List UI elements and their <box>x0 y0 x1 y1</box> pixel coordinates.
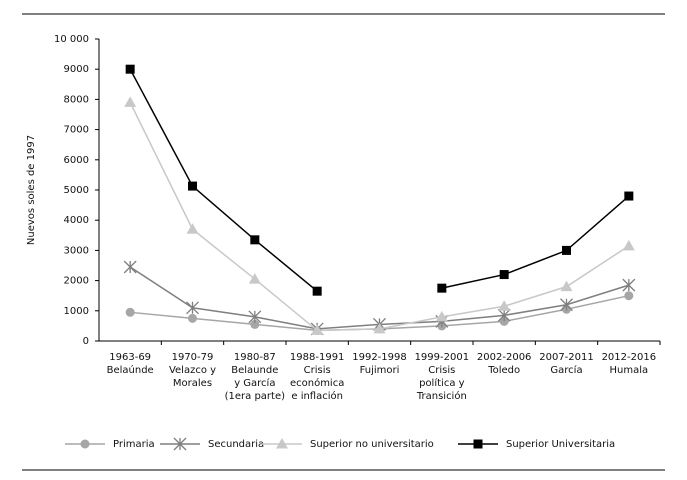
series-line <box>129 68 630 292</box>
x-tick-label: 1988-1991 Crisis económica e inflación <box>290 352 345 402</box>
data-point <box>186 301 199 315</box>
x-tick-label: 2012-2016 Humala <box>602 352 657 376</box>
data-point <box>624 191 634 201</box>
data-point <box>622 239 635 251</box>
data-point <box>624 291 634 301</box>
y-tick-label: 8000 <box>64 94 89 105</box>
legend-label: Superior Universitaria <box>506 439 615 450</box>
legend-label: Superior no universitario <box>310 439 434 450</box>
legend-label: Secundaria <box>208 439 264 450</box>
x-tick-label: 1963-69 Belaúnde <box>107 352 154 376</box>
y-tick-label: 1000 <box>64 306 89 317</box>
y-tick-label: 3000 <box>64 245 89 256</box>
data-point <box>622 278 636 292</box>
data-point <box>188 181 197 191</box>
y-tick-label: 5000 <box>64 185 89 196</box>
data-point <box>373 322 386 334</box>
x-tick-label: 1970-79 Velazco y Morales <box>169 352 216 389</box>
series-line <box>129 102 630 332</box>
data-point <box>125 64 135 74</box>
data-point <box>498 300 511 311</box>
x-tick-label: 1980-87 Belaunde y García (1era parte) <box>225 352 285 402</box>
legend-swatch-marker <box>473 439 483 449</box>
x-tick-label: 1999-2001 Crisis política y Transición <box>415 352 470 402</box>
y-tick-label: 2000 <box>64 276 89 287</box>
data-point <box>560 298 573 312</box>
y-tick-label: 10 000 <box>54 34 89 45</box>
data-point <box>499 316 509 326</box>
data-point <box>188 313 197 323</box>
y-tick-label: 0 <box>83 336 89 347</box>
data-point <box>437 283 447 293</box>
data-point <box>248 273 261 284</box>
data-point <box>499 270 509 280</box>
legend-swatch-marker <box>276 438 288 449</box>
data-point <box>497 308 511 322</box>
data-point <box>250 235 260 245</box>
y-tick-label: 6000 <box>64 155 89 166</box>
data-point <box>312 286 322 296</box>
legend-swatch-marker <box>173 437 187 451</box>
data-point <box>562 245 571 255</box>
data-point <box>124 96 137 107</box>
data-point <box>250 319 260 329</box>
y-tick-label: 9000 <box>64 64 89 75</box>
x-tick-label: 1992-1998 Fujimori <box>352 352 407 376</box>
y-axis-label: Nuevos soles de 1997 <box>26 135 37 245</box>
x-tick-label: 2002-2006 Toledo <box>477 352 532 376</box>
data-point <box>123 260 137 274</box>
y-tick-label: 4000 <box>64 215 89 226</box>
data-point <box>560 280 573 292</box>
data-point <box>311 324 324 335</box>
data-point <box>435 310 448 322</box>
legend-swatch-marker <box>80 439 90 449</box>
data-point <box>248 310 262 324</box>
x-tick-label: 2007-2011 García <box>539 352 594 376</box>
y-tick-label: 7000 <box>64 125 89 136</box>
data-point <box>186 223 199 234</box>
legend-label: Primaria <box>113 439 155 450</box>
data-point <box>125 307 135 317</box>
